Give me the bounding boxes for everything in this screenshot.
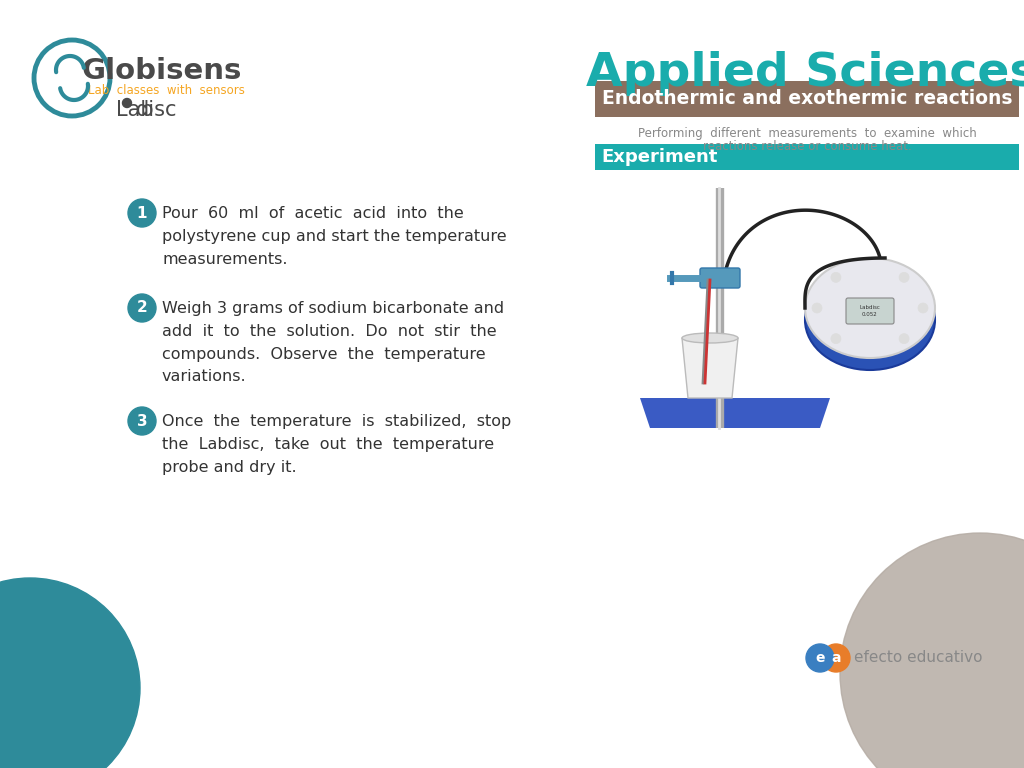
Text: Lab  classes  with  sensors: Lab classes with sensors [88, 84, 245, 98]
Text: efecto educativo: efecto educativo [854, 650, 982, 666]
Circle shape [812, 303, 822, 313]
Circle shape [128, 199, 156, 227]
Text: 2: 2 [136, 300, 147, 316]
Text: 3: 3 [136, 413, 147, 429]
Text: Globisens: Globisens [82, 57, 243, 85]
Text: Weigh 3 grams of sodium bicarbonate and
add  it  to  the  solution.  Do  not  st: Weigh 3 grams of sodium bicarbonate and … [162, 301, 504, 385]
Text: e: e [815, 651, 824, 665]
Circle shape [830, 273, 841, 283]
Polygon shape [682, 338, 738, 398]
Circle shape [128, 294, 156, 322]
Text: Pour  60  ml  of  acetic  acid  into  the
polystyrene cup and start the temperat: Pour 60 ml of acetic acid into the polys… [162, 206, 507, 266]
Circle shape [918, 303, 928, 313]
Circle shape [128, 407, 156, 435]
Text: Applied Sciences: Applied Sciences [586, 51, 1024, 95]
Text: Lab: Lab [116, 100, 154, 120]
Circle shape [899, 333, 909, 343]
Ellipse shape [805, 258, 935, 358]
Circle shape [822, 644, 850, 672]
Text: Once  the  temperature  is  stabilized,  stop
the  Labdisc,  take  out  the  tem: Once the temperature is stabilized, stop… [162, 414, 511, 475]
Polygon shape [640, 398, 830, 428]
Circle shape [899, 273, 909, 283]
Text: Experiment: Experiment [602, 148, 718, 166]
Text: Performing  different  measurements  to  examine  which: Performing different measurements to exa… [638, 127, 976, 141]
FancyBboxPatch shape [846, 298, 894, 324]
Text: disc: disc [136, 100, 177, 120]
Text: a: a [831, 651, 841, 665]
FancyBboxPatch shape [595, 144, 1019, 170]
Circle shape [830, 333, 841, 343]
Circle shape [840, 533, 1024, 768]
Text: 1: 1 [137, 206, 147, 220]
Circle shape [0, 578, 140, 768]
Ellipse shape [805, 270, 935, 370]
Text: Labdisc
0.052: Labdisc 0.052 [859, 306, 881, 316]
Text: Endothermic and exothermic reactions: Endothermic and exothermic reactions [602, 90, 1013, 108]
Text: reactions release or consume heat.: reactions release or consume heat. [702, 140, 911, 153]
FancyBboxPatch shape [700, 268, 740, 288]
Ellipse shape [682, 333, 738, 343]
Circle shape [806, 644, 834, 672]
Circle shape [123, 98, 131, 108]
FancyBboxPatch shape [595, 81, 1019, 117]
